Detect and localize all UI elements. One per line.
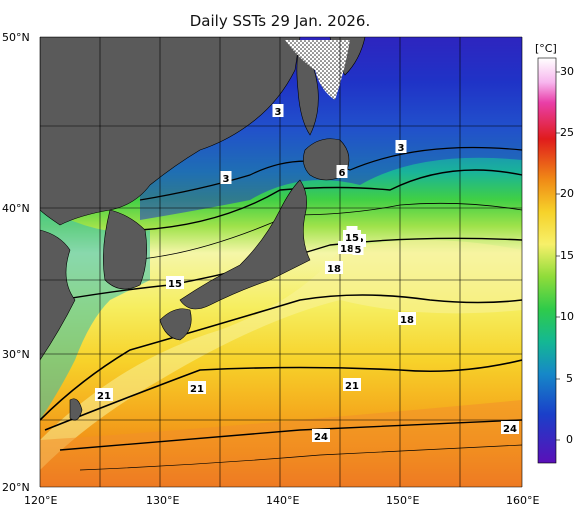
colorbar-tick-15: 15 bbox=[560, 249, 574, 262]
map-title: Daily SSTs 29 Jan. 2026. bbox=[189, 12, 371, 30]
contour-label-bg bbox=[343, 378, 361, 391]
contour-label-bg bbox=[343, 230, 361, 243]
contour-label: 15 bbox=[168, 279, 182, 290]
colorbar-tick-30: 30 bbox=[560, 65, 574, 78]
lat-label-50: 50°N bbox=[2, 31, 30, 44]
landmass bbox=[40, 37, 366, 421]
colorbar bbox=[537, 57, 560, 464]
colorbar-tick-25: 25 bbox=[560, 126, 574, 139]
contour-labels: 3336912181551818152121212424 bbox=[95, 104, 519, 443]
contour-label: 18 bbox=[340, 244, 354, 255]
contour-label-bg bbox=[325, 261, 343, 274]
lon-label-160: 160°E bbox=[506, 494, 540, 507]
contour-label: 6 bbox=[339, 168, 346, 179]
contour-label-bg bbox=[352, 242, 364, 255]
contour-label-bg bbox=[166, 276, 184, 289]
colorbar-unit: [°C] bbox=[535, 42, 557, 55]
lon-label-150: 150°E bbox=[386, 494, 420, 507]
colorbar-tick-20: 20 bbox=[560, 187, 574, 200]
lon-label-130: 130°E bbox=[146, 494, 180, 507]
contour-label-bg bbox=[338, 241, 356, 254]
contour-label: 18 bbox=[400, 315, 414, 326]
contour-label: 15 bbox=[345, 233, 359, 244]
lat-label-40: 40°N bbox=[2, 202, 30, 215]
contour-label: 21 bbox=[97, 391, 111, 402]
lon-label-140: 140°E bbox=[266, 494, 300, 507]
contour-label-bg bbox=[501, 421, 519, 434]
contour-label: 24 bbox=[503, 424, 517, 435]
contour-label: 24 bbox=[314, 432, 328, 443]
contour-label-bg bbox=[95, 388, 113, 401]
lon-label-120: 120°E bbox=[24, 494, 58, 507]
colorbar-tick-0: 0 bbox=[566, 433, 573, 446]
contour-label-bg bbox=[272, 104, 284, 117]
contour-label: 21 bbox=[190, 384, 204, 395]
contour-label: 18 bbox=[327, 264, 341, 275]
contour-label-bg bbox=[398, 312, 416, 325]
contour-label: 21 bbox=[345, 381, 359, 392]
contour-label: 3 bbox=[398, 143, 405, 154]
contour-label: 3 bbox=[275, 107, 282, 118]
contour-label: 5 bbox=[355, 245, 362, 256]
colorbar-tick-10: 10 bbox=[560, 310, 574, 323]
lat-lon-grid bbox=[39, 36, 523, 488]
lat-label-20: 20°N bbox=[2, 481, 30, 494]
contour-label-bg bbox=[336, 165, 348, 178]
lat-label-30: 30°N bbox=[2, 348, 30, 361]
contour-label-bg bbox=[220, 171, 232, 184]
contour-label-bg bbox=[395, 140, 407, 153]
colorbar-tick-5: 5 bbox=[566, 372, 573, 385]
contour-label: 3 bbox=[223, 174, 230, 185]
contour-label-bg bbox=[188, 381, 206, 394]
sea-ice bbox=[285, 40, 350, 100]
contour-label-bg bbox=[312, 429, 330, 442]
